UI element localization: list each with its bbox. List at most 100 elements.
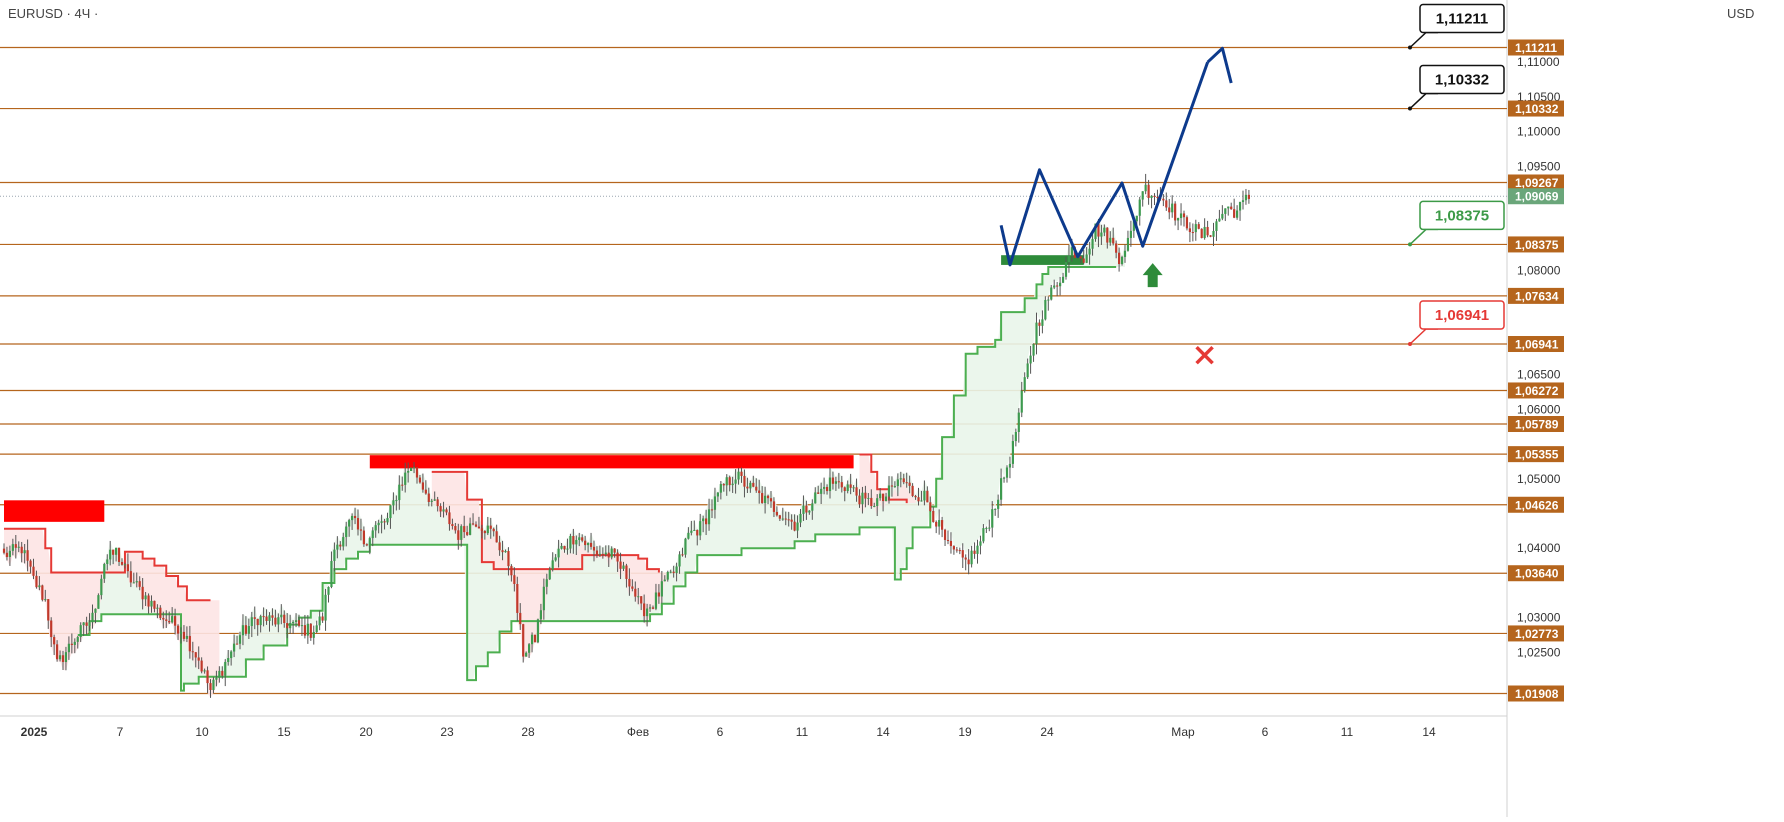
candle-body	[595, 550, 599, 555]
candle	[230, 650, 233, 666]
candle	[8, 545, 11, 566]
candle-body	[1156, 196, 1159, 198]
candle-body	[64, 652, 68, 663]
up-arrow-icon	[1142, 263, 1163, 288]
candle	[1088, 241, 1091, 265]
candle	[1197, 222, 1200, 230]
candle	[274, 609, 277, 627]
candle-body	[876, 498, 879, 506]
candle-body	[752, 482, 755, 487]
candle	[53, 634, 56, 656]
candle-body	[879, 493, 882, 499]
candle-body	[1088, 248, 1091, 255]
level-badge-bg	[1508, 236, 1564, 253]
candle-body	[619, 561, 622, 569]
candle-body	[294, 620, 298, 622]
candle	[303, 614, 306, 639]
candle-body	[970, 550, 973, 565]
candle-body	[483, 530, 486, 534]
candle-body	[1061, 276, 1065, 283]
candle-body	[38, 585, 41, 588]
candle	[687, 527, 690, 540]
candle-body	[1112, 237, 1115, 244]
candle	[498, 535, 501, 556]
candle	[97, 593, 100, 609]
candle-body	[693, 529, 696, 531]
candle	[843, 486, 846, 502]
candle	[766, 494, 770, 505]
candle-body	[828, 477, 832, 492]
candle-body	[1238, 202, 1242, 211]
candle-body	[961, 550, 964, 558]
candle-body	[112, 549, 115, 555]
candle-body	[887, 485, 891, 497]
candle-body	[91, 612, 94, 623]
candle	[1215, 218, 1218, 241]
candle	[85, 616, 88, 635]
candle	[884, 492, 888, 502]
candle-body	[123, 564, 127, 566]
callout-pointer	[1409, 92, 1438, 110]
candle	[814, 487, 817, 504]
candle	[365, 543, 368, 547]
candle-body	[908, 482, 911, 486]
candle-body	[159, 607, 162, 618]
candle-body	[722, 484, 725, 486]
candle-body	[283, 614, 286, 623]
candle-body	[227, 658, 230, 662]
candle	[392, 492, 395, 515]
level-badge-bg	[1508, 287, 1564, 304]
candle-body	[150, 600, 153, 607]
candle	[1109, 231, 1112, 246]
level-badge-label: 1,05789	[1515, 418, 1559, 432]
candle-body	[725, 477, 728, 486]
candle-body	[209, 683, 212, 690]
candle	[675, 562, 678, 582]
candle-body	[480, 528, 483, 531]
candle	[253, 606, 256, 630]
candle	[106, 554, 109, 571]
candle-body	[613, 548, 616, 553]
x-tick-label: 24	[1040, 725, 1054, 739]
level-badge-bg	[1508, 39, 1564, 56]
candle	[837, 472, 840, 489]
candle	[466, 525, 469, 537]
candle	[1244, 188, 1248, 205]
candle-body	[179, 631, 183, 634]
candle-body	[941, 520, 944, 530]
candle-body	[371, 530, 374, 539]
candle	[100, 574, 103, 600]
candle-body	[35, 575, 38, 588]
candle-body	[528, 644, 531, 653]
chart-title: EURUSD · 4Ч ·	[8, 6, 99, 21]
candle	[147, 593, 150, 614]
candle-body	[235, 643, 239, 645]
candle-body	[203, 670, 206, 672]
candle-body	[194, 652, 197, 658]
candle-body	[967, 559, 970, 565]
candle-body	[250, 617, 253, 627]
candle-body	[840, 482, 843, 488]
candle-body	[165, 619, 168, 621]
candle-body	[899, 478, 902, 480]
candle-body	[448, 512, 451, 525]
candle-body	[200, 660, 203, 672]
callout-anchor	[1408, 242, 1412, 247]
candle	[495, 524, 498, 543]
candle-body	[53, 637, 56, 645]
candle	[964, 554, 967, 571]
candle	[401, 476, 404, 491]
candle-body	[339, 544, 342, 547]
candle	[5, 546, 9, 561]
candle	[1126, 230, 1130, 252]
candle	[985, 526, 988, 533]
candle-body	[1144, 184, 1147, 192]
candle-body	[1020, 390, 1023, 413]
level-badge-bg	[1508, 416, 1564, 433]
candle	[327, 586, 330, 603]
candle	[345, 521, 348, 547]
candle-body	[1059, 282, 1062, 287]
candle-body	[758, 490, 761, 494]
candle	[820, 482, 823, 505]
candle	[823, 477, 826, 495]
